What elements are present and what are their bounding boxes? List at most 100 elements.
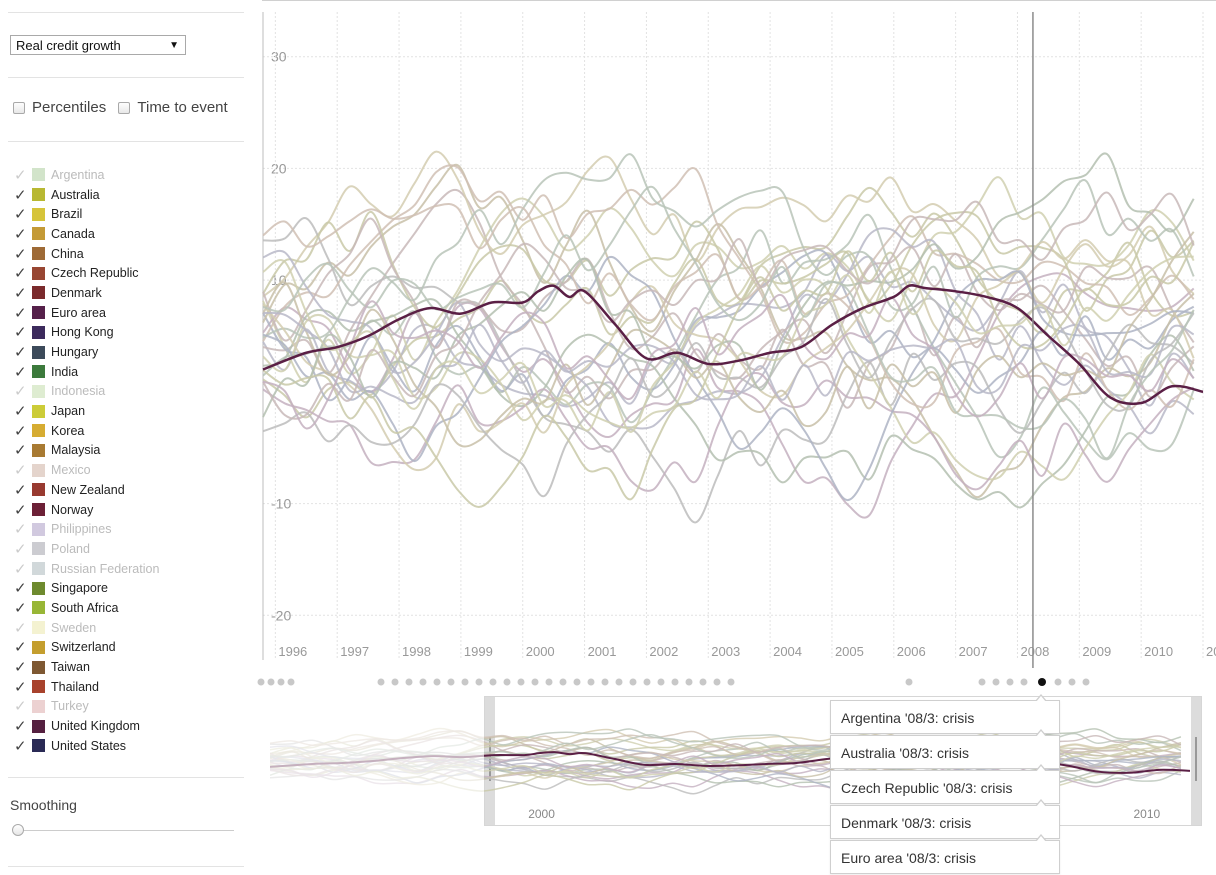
checkmark-icon[interactable]: ✓ (14, 580, 27, 598)
country-item[interactable]: ✓ Thailand (14, 677, 159, 697)
timeline-overview-chart[interactable]: 2000 2010 (270, 696, 1204, 826)
event-marker (377, 678, 385, 686)
y-tick-label: -20 (271, 607, 291, 623)
checkmark-icon[interactable]: ✓ (14, 599, 27, 617)
checkmark-icon[interactable]: ✓ (14, 442, 27, 460)
checkmark-icon[interactable]: ✓ (14, 560, 27, 578)
checkmark-icon[interactable]: ✓ (14, 737, 27, 755)
country-item[interactable]: ✓ Czech Republic (14, 263, 159, 283)
x-tick-label: 2003 (711, 644, 740, 659)
country-item[interactable]: ✓ Norway (14, 500, 159, 520)
country-label: Philippines (51, 522, 112, 537)
country-item[interactable]: ✓ Russian Federation (14, 559, 159, 579)
country-item[interactable]: ✓ India (14, 362, 159, 382)
country-item[interactable]: ✓ Argentina (14, 165, 159, 185)
checkmark-icon[interactable]: ✓ (14, 462, 27, 480)
event-marker (643, 678, 651, 686)
country-item[interactable]: ✓ South Africa (14, 598, 159, 618)
country-item[interactable]: ✓ Japan (14, 401, 159, 421)
color-swatch (32, 562, 45, 576)
country-item[interactable]: ✓ Brazil (14, 204, 159, 224)
main-line-chart[interactable]: 30 2010 -10 -20 1996 1997 1998 1999 2000 2001 2002… (244, 0, 1216, 668)
event-marker (287, 678, 295, 686)
country-item[interactable]: ✓ New Zealand (14, 480, 159, 500)
checkmark-icon[interactable]: ✓ (14, 403, 27, 421)
checkmark-icon[interactable]: ✓ (14, 166, 27, 184)
checkmark-icon[interactable]: ✓ (14, 383, 27, 401)
time-to-event-checkbox[interactable] (118, 101, 131, 114)
x-tick-label: 2005 (835, 644, 864, 659)
country-item[interactable]: ✓ Korea (14, 421, 159, 441)
checkmark-icon[interactable]: ✓ (14, 225, 27, 243)
country-item[interactable]: ✓ Denmark (14, 283, 159, 303)
color-swatch (32, 522, 45, 536)
country-item[interactable]: ✓ Australia (14, 185, 159, 205)
country-item[interactable]: ✓ United States (14, 736, 159, 756)
checkmark-icon[interactable]: ✓ (14, 501, 27, 519)
color-swatch (32, 660, 45, 674)
country-item[interactable]: ✓ China (14, 244, 159, 264)
checkmark-icon[interactable]: ✓ (14, 265, 27, 283)
checkmark-icon[interactable]: ✓ (14, 678, 27, 696)
event-marker (713, 678, 721, 686)
country-item[interactable]: ✓ Hungary (14, 342, 159, 362)
smoothing-slider-handle[interactable] (12, 824, 24, 836)
checkmark-icon[interactable]: ✓ (14, 540, 27, 558)
checkmark-icon[interactable]: ✓ (14, 521, 27, 539)
event-marker (1054, 678, 1062, 686)
checkmark-icon[interactable]: ✓ (14, 344, 27, 362)
brush-right-handle[interactable] (1191, 697, 1201, 825)
checkmark-icon[interactable]: ✓ (14, 422, 27, 440)
percentiles-option[interactable]: Percentiles (13, 99, 106, 116)
event-marker (587, 678, 595, 686)
checkmark-icon[interactable]: ✓ (14, 619, 27, 637)
event-marker (699, 678, 707, 686)
country-item[interactable]: ✓ Taiwan (14, 657, 159, 677)
country-series-line (262, 256, 1194, 502)
x-tick-label: 1998 (402, 644, 431, 659)
checkmark-icon[interactable]: ✓ (14, 304, 27, 322)
checkmark-icon[interactable]: ✓ (14, 639, 27, 657)
country-item[interactable]: ✓ Sweden (14, 618, 159, 638)
country-item[interactable]: ✓ Turkey (14, 697, 159, 717)
event-marker (685, 678, 693, 686)
checkmark-icon[interactable]: ✓ (14, 698, 27, 716)
color-swatch (32, 266, 45, 280)
checkmark-icon[interactable]: ✓ (14, 481, 27, 499)
event-markers[interactable] (244, 672, 1216, 692)
country-item[interactable]: ✓ Hong Kong (14, 323, 159, 343)
x-tick-label: 2001 (588, 644, 617, 659)
country-item[interactable]: ✓ Mexico (14, 460, 159, 480)
country-item[interactable]: ✓ Singapore (14, 578, 159, 598)
country-item[interactable]: ✓ Malaysia (14, 441, 159, 461)
country-item[interactable]: ✓ Indonesia (14, 382, 159, 402)
checkmark-icon[interactable]: ✓ (14, 284, 27, 302)
time-to-event-label: Time to event (137, 99, 228, 116)
country-item[interactable]: ✓ Switzerland (14, 638, 159, 658)
x-tick-label: 2004 (773, 644, 802, 659)
checkmark-icon[interactable]: ✓ (14, 245, 27, 263)
country-item[interactable]: ✓ Canada (14, 224, 159, 244)
country-item[interactable]: ✓ Poland (14, 539, 159, 559)
checkmark-icon[interactable]: ✓ (14, 206, 27, 224)
checkmark-icon[interactable]: ✓ (14, 363, 27, 381)
percentiles-checkbox[interactable] (13, 101, 25, 114)
color-swatch (32, 640, 45, 654)
event-marker (531, 678, 539, 686)
checkmark-icon[interactable]: ✓ (14, 186, 27, 204)
event-marker (517, 678, 525, 686)
country-item[interactable]: ✓ Euro area (14, 303, 159, 323)
checkmark-icon[interactable]: ✓ (14, 659, 27, 677)
event-marker (559, 678, 567, 686)
country-series-line (262, 241, 1195, 508)
country-label: Euro area (51, 305, 106, 320)
checkmark-icon[interactable]: ✓ (14, 718, 27, 736)
time-to-event-option[interactable]: Time to event (118, 99, 228, 116)
country-item[interactable]: ✓ United Kingdom (14, 716, 159, 736)
country-series-line (262, 202, 1195, 411)
country-item[interactable]: ✓ Philippines (14, 519, 159, 539)
smoothing-slider-track[interactable] (14, 830, 234, 831)
checkmark-icon[interactable]: ✓ (14, 324, 27, 342)
indicator-select[interactable]: Real credit growth ▼ (10, 35, 186, 55)
country-series-line (262, 188, 1195, 409)
